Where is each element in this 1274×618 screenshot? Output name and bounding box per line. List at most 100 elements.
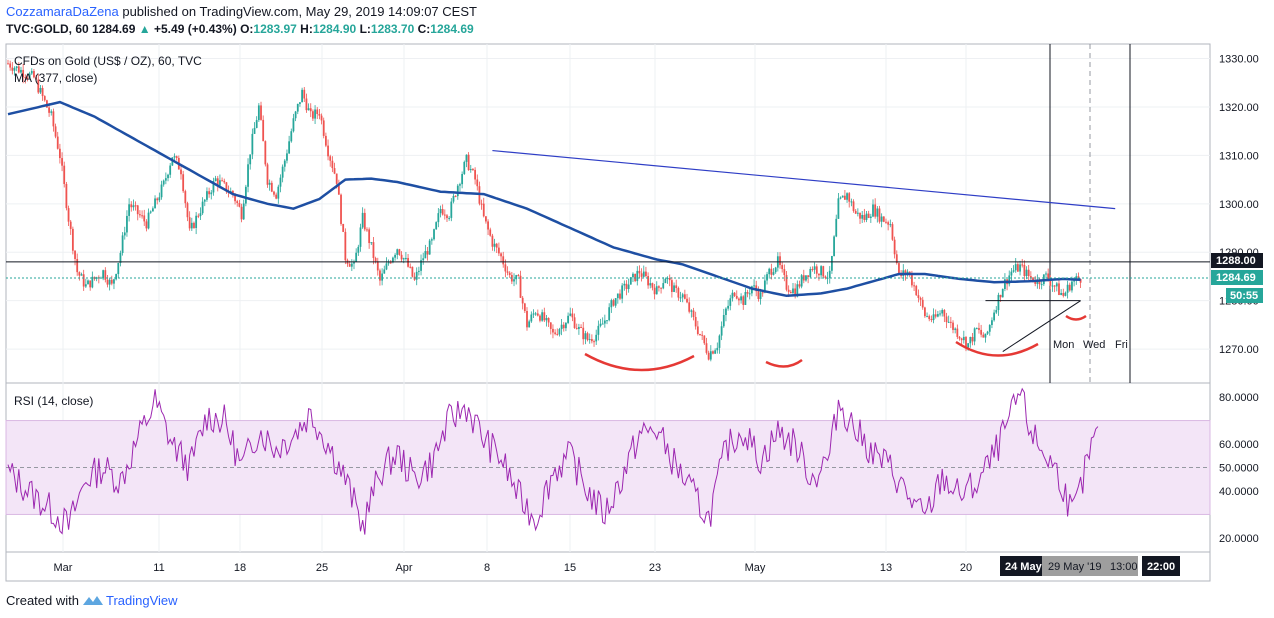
- candle-body: [895, 254, 898, 264]
- candle-body: [106, 279, 109, 285]
- candle-body: [160, 184, 163, 198]
- candle-body: [1071, 281, 1073, 291]
- candle-body: [541, 312, 544, 321]
- candle-body: [443, 214, 446, 216]
- time-marker-29may: 29 May '19 13:00: [1042, 556, 1138, 576]
- candle-body: [35, 77, 38, 80]
- candle-body: [962, 336, 965, 341]
- rsi-indicator-label[interactable]: RSI (14, close): [14, 394, 93, 408]
- candle-body: [296, 103, 299, 112]
- candle-body: [651, 283, 654, 288]
- candle-body: [123, 232, 126, 236]
- candle-body: [729, 298, 732, 306]
- candle-body: [28, 73, 31, 78]
- candle-body: [954, 328, 957, 330]
- candle-body: [926, 316, 928, 318]
- candle-body: [807, 275, 810, 277]
- candle-body: [978, 328, 980, 330]
- candle-body: [660, 287, 662, 289]
- candle-body: [720, 326, 723, 336]
- candle-body: [154, 198, 156, 209]
- candle-body: [997, 294, 1000, 311]
- shoulder-arc-right: [955, 340, 1039, 357]
- candle-body: [340, 194, 342, 224]
- candle-body: [67, 208, 70, 222]
- candle-body: [545, 317, 548, 321]
- candle-body: [214, 178, 217, 182]
- candle-body: [219, 180, 221, 186]
- tradingview-link[interactable]: TradingView: [105, 593, 178, 608]
- candle-body: [456, 185, 459, 197]
- candle-body: [294, 111, 297, 119]
- price-axis[interactable]: 1270.001280.001290.001300.001310.001320.…: [1219, 54, 1259, 357]
- candle-body: [843, 195, 846, 200]
- time-tick-label: Apr: [395, 562, 412, 574]
- price-change: +5.49 (+0.43%): [154, 22, 237, 36]
- candle-body: [210, 192, 213, 195]
- candle-body: [117, 262, 120, 275]
- candle-body: [491, 235, 494, 247]
- candle-body: [320, 115, 323, 121]
- candle-body: [852, 201, 855, 211]
- candle-body: [485, 216, 487, 222]
- candle-body: [887, 222, 890, 225]
- candle-body: [796, 284, 799, 297]
- candle-body: [805, 275, 807, 281]
- author-link[interactable]: CozzamaraDaZena: [6, 4, 119, 19]
- candle-body: [1062, 292, 1065, 296]
- candle-body: [33, 71, 35, 78]
- candle-body: [1047, 273, 1050, 281]
- candle-body: [792, 288, 794, 294]
- candle-body: [398, 249, 401, 255]
- price-tick-label: 1270.00: [1219, 344, 1259, 356]
- candle-body: [115, 274, 118, 280]
- candle-body: [889, 224, 892, 226]
- time-axis[interactable]: Mar 11 18 25 Apr 8 15 23 May 13 20: [54, 562, 973, 574]
- candle-body: [305, 98, 308, 111]
- candle-body: [848, 193, 851, 202]
- neckline[interactable]: [1002, 300, 1081, 352]
- last-price: 1284.69: [92, 22, 136, 36]
- candle-body: [84, 284, 87, 287]
- rsi-line: [7, 387, 1099, 535]
- candle-body: [374, 258, 377, 262]
- ma-indicator-label[interactable]: MA (377, close): [14, 71, 97, 85]
- candle-body: [582, 327, 585, 340]
- svg-text:29 May '19: 29 May '19: [1048, 561, 1101, 573]
- candle-body: [186, 203, 189, 218]
- candle-body: [722, 315, 725, 327]
- candle-body: [78, 272, 81, 276]
- candle-body: [253, 127, 256, 134]
- candle-body: [552, 328, 554, 333]
- candle-body: [707, 352, 710, 360]
- candle-body: [965, 336, 967, 348]
- resistance-trendline[interactable]: [492, 149, 1116, 210]
- candle-body: [197, 215, 200, 217]
- candle-body: [322, 120, 325, 136]
- candle-body: [24, 77, 27, 79]
- candle-body: [995, 310, 998, 313]
- candle-body: [675, 285, 678, 289]
- shoulder-arc-left: [584, 352, 695, 372]
- candle-body: [670, 280, 673, 292]
- candle-body: [359, 227, 362, 247]
- candle-body: [623, 283, 626, 286]
- rsi-axis[interactable]: 20.0000 40.0000 50.0000 60.0000 80.0000: [1219, 392, 1259, 545]
- candle-body: [683, 294, 686, 299]
- candle-body: [703, 335, 706, 344]
- candle-body: [480, 203, 483, 205]
- candle-body: [608, 307, 611, 321]
- candle-body: [39, 87, 42, 93]
- candle-body: [264, 141, 267, 165]
- candle-body: [368, 229, 371, 244]
- candle-body: [387, 262, 390, 264]
- candle-body: [943, 310, 946, 317]
- candle-body: [578, 326, 580, 329]
- candle-body: [536, 313, 539, 316]
- candle-body: [426, 251, 429, 255]
- candle-body: [856, 212, 859, 214]
- candle-body: [417, 270, 420, 272]
- candle-body: [216, 178, 219, 186]
- candle-body: [885, 221, 887, 223]
